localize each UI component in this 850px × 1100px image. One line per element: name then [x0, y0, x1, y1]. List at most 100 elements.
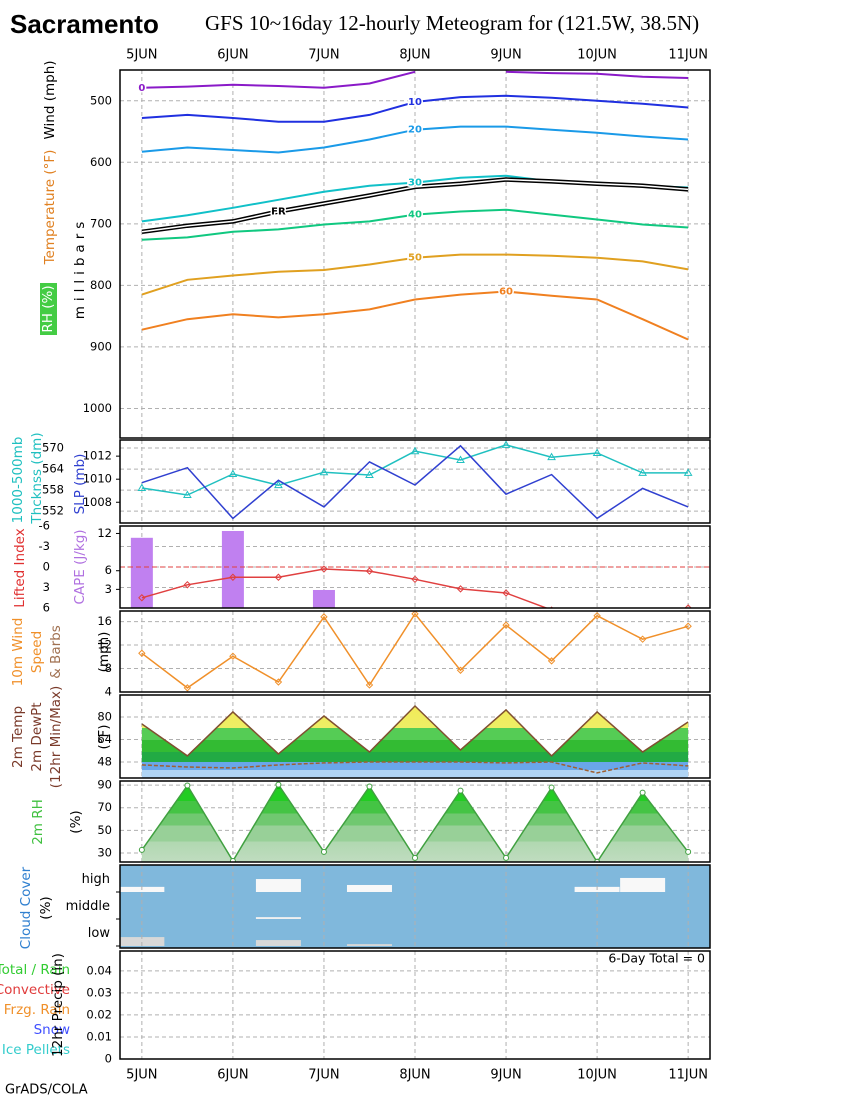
cloud-bar: [255, 879, 301, 892]
panel: [138, 781, 692, 862]
x-tick-label-top: 11JUN: [668, 48, 708, 63]
isotherm: [141, 125, 689, 154]
x-tick-label-top: 8JUN: [399, 48, 430, 63]
marker: [456, 455, 465, 463]
cloud-bar: [346, 944, 392, 946]
axis-label: Temperature (°F): [42, 150, 58, 266]
marker: [592, 448, 602, 456]
y2-tick-label: 12: [97, 526, 112, 540]
panel-frame: [119, 69, 711, 439]
panel-frame: [119, 780, 711, 863]
marker: [274, 678, 283, 686]
cloud-bar: [346, 884, 392, 892]
y-tick-label: 558: [42, 483, 64, 497]
marker: [593, 611, 601, 620]
y-tick-label: 16: [97, 614, 112, 628]
isotherm: [141, 94, 689, 123]
cape-bar: [312, 589, 335, 608]
marker: [501, 440, 511, 448]
y-tick-label: 6: [43, 601, 50, 615]
marker: [320, 848, 327, 855]
panel: [137, 440, 693, 520]
panel: [141, 704, 689, 778]
marker: [138, 594, 146, 602]
isotherm: [141, 208, 689, 241]
marker: [320, 565, 328, 573]
y-tick-label: 64: [97, 732, 112, 746]
y-tick-label: 3: [43, 580, 50, 594]
x-tick-label-bottom: 5JUN: [126, 1068, 157, 1083]
y-tick-label: 800: [90, 278, 112, 292]
y-tick-label: 0.04: [86, 963, 112, 977]
marker: [502, 589, 510, 597]
series-line: [141, 444, 689, 496]
rh-label-box: [40, 283, 57, 335]
y-tick-label: 48: [97, 754, 112, 768]
legend-entry: Snow: [34, 1022, 70, 1038]
y-tick-label: 1000: [83, 401, 112, 415]
panel-frame: [119, 439, 711, 524]
freezing-line-core: [141, 178, 689, 233]
panel: [120, 865, 710, 948]
x-tick-label-bottom: 9JUN: [490, 1068, 521, 1083]
marker: [137, 483, 147, 491]
y2-tick-label: 1008: [83, 495, 112, 509]
series-line: [141, 612, 689, 689]
y-tick-label: 900: [90, 339, 112, 353]
y-tick-label: 0.03: [86, 985, 112, 999]
grid: [120, 951, 710, 1060]
contour-label: FR: [271, 207, 286, 218]
marker: [456, 585, 465, 593]
isotherm: [141, 70, 689, 89]
y-tick-label: 500: [90, 93, 112, 107]
y-tick-label: 700: [90, 216, 112, 230]
marker: [365, 470, 374, 479]
subtitle: GFS 10~16day 12-hourly Meteogram for (12…: [205, 11, 699, 35]
x-tick-label-top: 9JUN: [490, 48, 521, 63]
axis-label: 2m RH: [30, 799, 46, 845]
y-tick-label: 564: [42, 462, 64, 476]
y-tick-label: 0.02: [86, 1007, 112, 1021]
marker: [639, 789, 646, 796]
cloud-level-label: high: [82, 872, 110, 887]
axis-label: 1000-500mb: [10, 437, 26, 524]
axis-label: (mph): [96, 632, 112, 673]
marker: [503, 854, 510, 861]
isotherm: [141, 290, 689, 341]
axis-label: (12hr Min/Max): [48, 686, 64, 789]
y-tick-label: 570: [42, 441, 64, 455]
axis-label: 2m DewPt: [29, 702, 45, 771]
marker: [365, 681, 374, 689]
cloud-level-label: middle: [66, 899, 110, 914]
marker: [275, 781, 282, 788]
y-tick-label: 552: [42, 504, 64, 518]
series-line: [141, 568, 689, 608]
cloud-bar: [255, 917, 301, 919]
panel: [120, 530, 710, 618]
panel-frame: [119, 610, 711, 693]
cloud-level-label: low: [88, 926, 111, 941]
contour-label: 0: [138, 83, 145, 94]
footer: GrADS/COLA: [5, 1083, 88, 1098]
axis-label: 10m Wind: [10, 618, 26, 687]
contour-label: 20: [408, 125, 422, 136]
x-tick-label-top: 5JUN: [126, 48, 157, 63]
marker: [684, 604, 692, 608]
marker: [548, 784, 555, 791]
y-tick-label: 8: [105, 661, 112, 675]
panel-frame: [119, 525, 711, 609]
marker: [183, 581, 192, 589]
area-fill: [141, 784, 689, 862]
marker: [229, 857, 236, 862]
panel-frame: [119, 694, 711, 779]
axis-label: CAPE (J/kg): [72, 529, 88, 604]
marker: [640, 612, 646, 618]
y-tick-label: 80: [97, 709, 112, 723]
axis-label: 2m Temp: [10, 706, 26, 768]
cape-bar: [221, 530, 244, 608]
marker: [320, 613, 328, 621]
axis-label: Thcknss (dm): [29, 432, 45, 524]
legend-entry: Convective: [0, 982, 70, 998]
marker: [319, 467, 329, 476]
